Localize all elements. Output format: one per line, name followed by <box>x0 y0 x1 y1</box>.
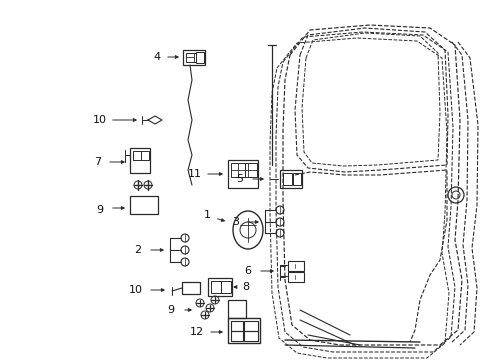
Bar <box>287 272 304 282</box>
Bar <box>182 282 200 294</box>
Bar <box>283 173 291 185</box>
Text: 12: 12 <box>189 327 203 337</box>
Text: 9: 9 <box>96 205 103 215</box>
Text: 10: 10 <box>129 285 142 295</box>
Bar <box>244 331 258 341</box>
Bar <box>280 170 302 188</box>
Bar <box>244 163 257 177</box>
Text: 11: 11 <box>187 169 202 179</box>
Bar <box>183 50 204 65</box>
Text: 3: 3 <box>232 217 239 227</box>
Bar <box>141 151 149 160</box>
Bar <box>244 321 258 331</box>
Bar <box>196 52 203 63</box>
Text: 8: 8 <box>242 282 249 292</box>
Text: 2: 2 <box>134 245 141 255</box>
Bar <box>133 151 141 160</box>
Bar <box>130 196 158 214</box>
Bar <box>221 281 230 293</box>
Bar <box>230 321 243 331</box>
Bar <box>210 281 221 293</box>
Bar <box>287 261 304 271</box>
Text: 4: 4 <box>153 52 160 62</box>
Circle shape <box>447 187 463 203</box>
Text: 7: 7 <box>94 157 102 167</box>
Bar <box>227 160 258 188</box>
Bar <box>207 278 231 296</box>
Bar <box>292 173 301 185</box>
Bar <box>130 148 150 173</box>
Bar <box>185 53 196 62</box>
Text: 5: 5 <box>236 174 243 184</box>
Text: 6: 6 <box>244 266 251 276</box>
Bar <box>230 331 243 341</box>
Text: 9: 9 <box>167 305 174 315</box>
Bar <box>227 318 260 343</box>
Bar <box>230 163 244 177</box>
Text: 10: 10 <box>93 115 107 125</box>
Text: 1: 1 <box>203 210 210 220</box>
Bar <box>227 300 245 318</box>
